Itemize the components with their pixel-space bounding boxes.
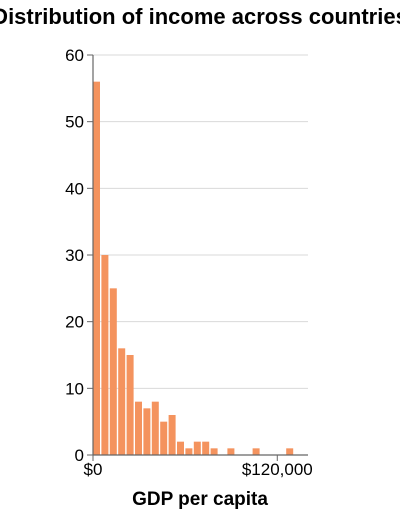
histogram-bar (252, 448, 260, 455)
x-axis-title: GDP per capita (132, 489, 268, 510)
histogram-bar (202, 441, 210, 455)
histogram-bar (101, 255, 109, 455)
histogram-bar (286, 448, 294, 455)
histogram-bar (143, 408, 151, 455)
histogram-bar (168, 415, 176, 455)
bars (93, 81, 294, 456)
y-tick-label: 10 (65, 379, 84, 398)
y-tick-label: 60 (65, 46, 84, 65)
histogram-bar (135, 401, 142, 455)
y-tick-label: 30 (65, 246, 84, 265)
histogram-bar (109, 288, 117, 455)
histogram-bar (118, 348, 126, 455)
x-tick-label: $0 (84, 460, 103, 479)
chart-title: Distribution of income across countries (0, 4, 400, 29)
y-tick-label: 40 (65, 179, 84, 198)
gridlines (93, 54, 308, 389)
axes: 0 10 20 30 40 50 60 $0 $120,000 (65, 46, 313, 479)
histogram-bar (210, 448, 218, 455)
y-tick-label: 20 (65, 313, 84, 332)
histogram-bar (151, 401, 159, 455)
histogram-bar (177, 441, 184, 455)
y-tick-label: 0 (75, 446, 84, 465)
histogram-bar (227, 448, 235, 455)
histogram-bar (193, 441, 201, 455)
x-tick-label: $120,000 (242, 460, 313, 479)
histogram-bar (126, 355, 134, 455)
histogram-bar (160, 421, 168, 455)
histogram-bar (185, 448, 193, 455)
histogram-bar (93, 81, 100, 456)
y-tick-label: 50 (65, 113, 84, 132)
